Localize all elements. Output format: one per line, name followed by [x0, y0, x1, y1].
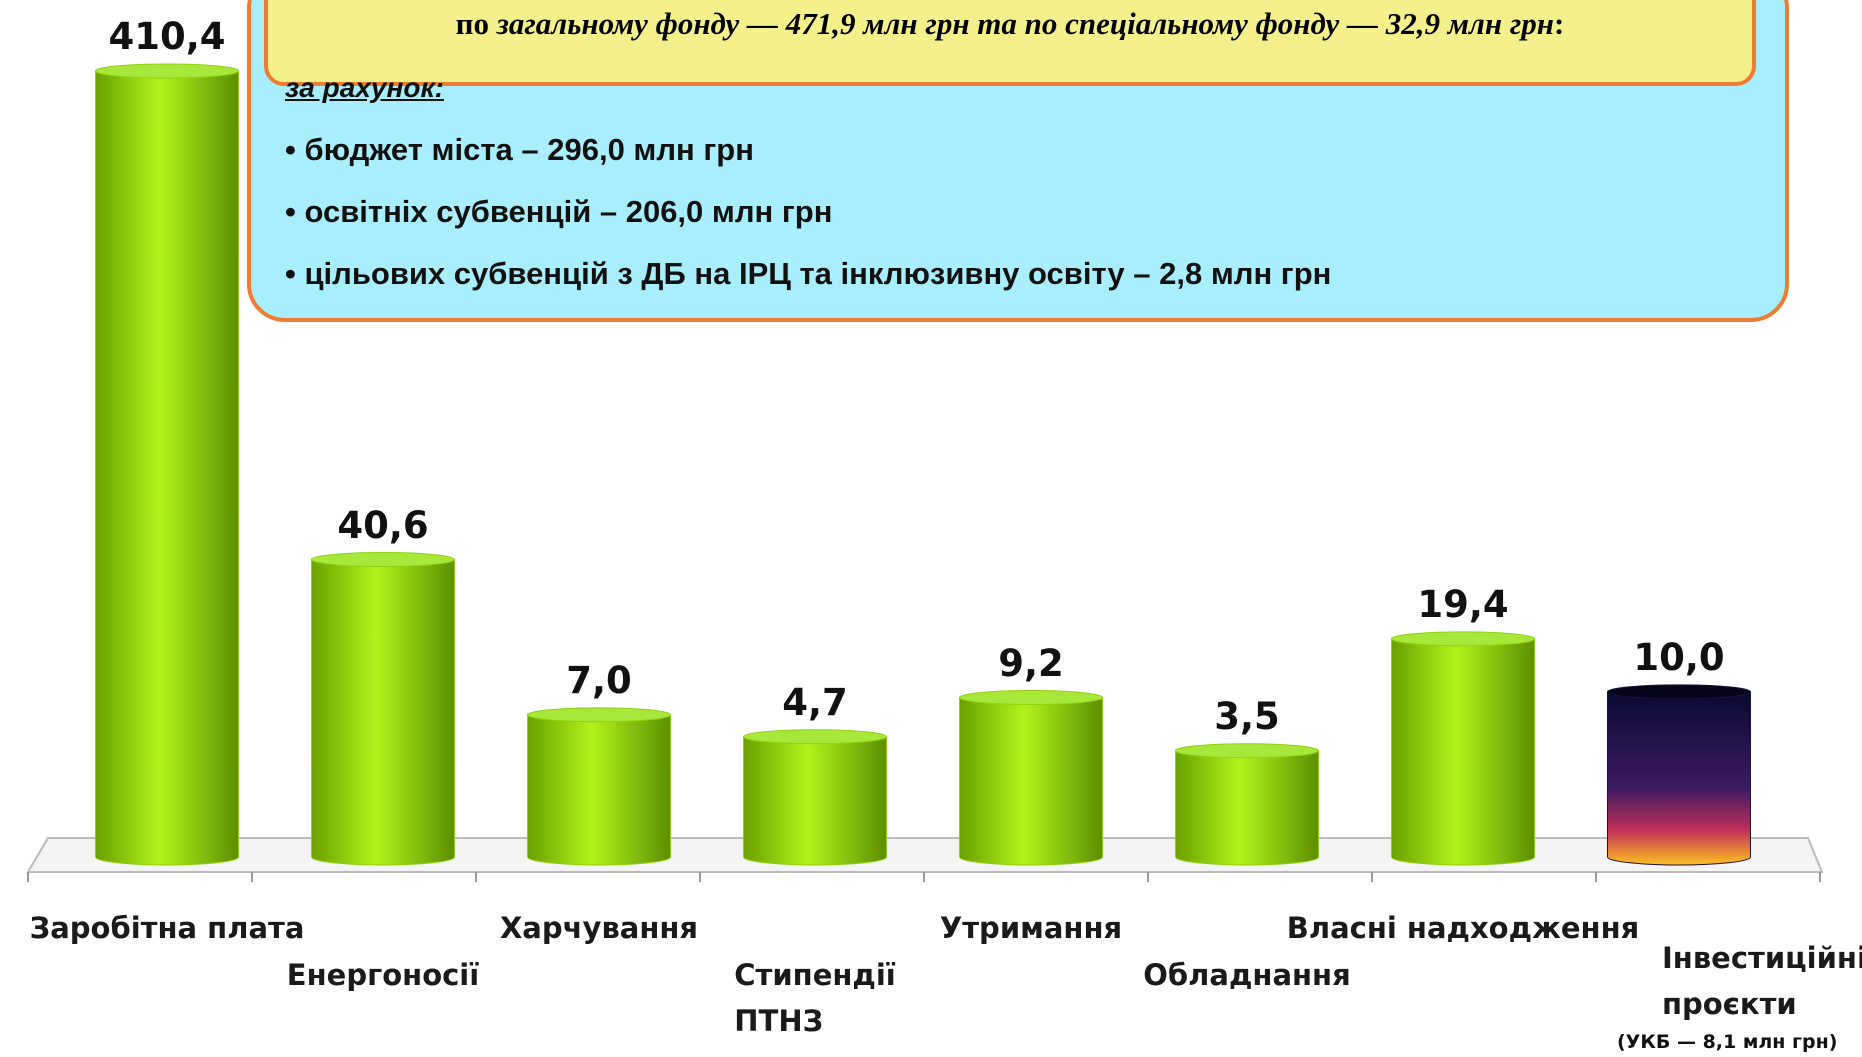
bar-top	[95, 63, 239, 79]
bar	[959, 697, 1103, 866]
value-label: 410,4	[108, 15, 226, 58]
x-tick-label: Утримання	[939, 911, 1123, 945]
value-label: 9,2	[998, 641, 1064, 685]
x-tick-label: Стипендії ПТНЗ	[734, 958, 896, 1038]
subheading: за рахунок:	[285, 72, 444, 103]
x-tick-label: Власні надходження	[1286, 911, 1640, 945]
x-tick-label: Заробітна плата	[29, 911, 305, 945]
annotation: (УКБ — 8,1 млн грн)	[1617, 1031, 1838, 1053]
bar	[311, 559, 455, 866]
value-label: 4,7	[782, 680, 848, 724]
bar	[1391, 638, 1535, 866]
bullet: • бюджет міста – 296,0 млн грн	[285, 132, 754, 167]
bullet: • освітніх субвенцій – 206,0 млн грн	[285, 194, 833, 229]
value-label: 10,0	[1633, 635, 1725, 679]
value-label: 40,6	[337, 503, 429, 547]
floor	[26, 837, 1824, 873]
bar-top	[311, 552, 455, 568]
bar	[95, 70, 239, 866]
bar	[743, 736, 887, 866]
bar-top	[959, 690, 1103, 706]
bar-top	[1175, 743, 1319, 759]
value-label: 19,4	[1417, 582, 1509, 626]
x-tick-label: Харчування	[499, 911, 699, 945]
bar-top	[1391, 631, 1535, 647]
bar	[1175, 750, 1319, 866]
bar	[527, 714, 671, 866]
value-label: 3,5	[1214, 694, 1280, 738]
bar	[1607, 691, 1751, 866]
x-tick-label: Інвестиційні проєкти	[1662, 941, 1862, 1021]
x-tick-label: Енергоносії	[286, 958, 480, 992]
bar-top	[527, 707, 671, 723]
value-label: 7,0	[566, 658, 632, 702]
x-tick-label: Обладнання	[1143, 958, 1351, 992]
headline: по загальному фонду — 471,9 млн грн та п…	[455, 6, 1565, 41]
bullet: • цільових субвенцій з ДБ на ІРЦ та інкл…	[285, 256, 1332, 291]
bar-top	[1607, 684, 1751, 700]
headline-box: по загальному фонду — 471,9 млн грн та п…	[264, 0, 1756, 86]
bar-top	[743, 729, 887, 745]
